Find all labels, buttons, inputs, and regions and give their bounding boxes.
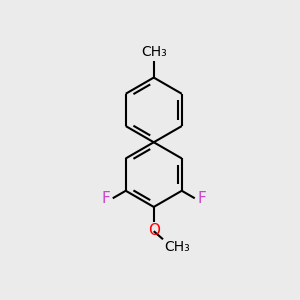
Text: CH₃: CH₃ [141,45,167,59]
Text: CH₃: CH₃ [164,240,190,254]
Text: F: F [102,191,110,206]
Text: F: F [197,191,206,206]
Text: O: O [148,223,160,238]
